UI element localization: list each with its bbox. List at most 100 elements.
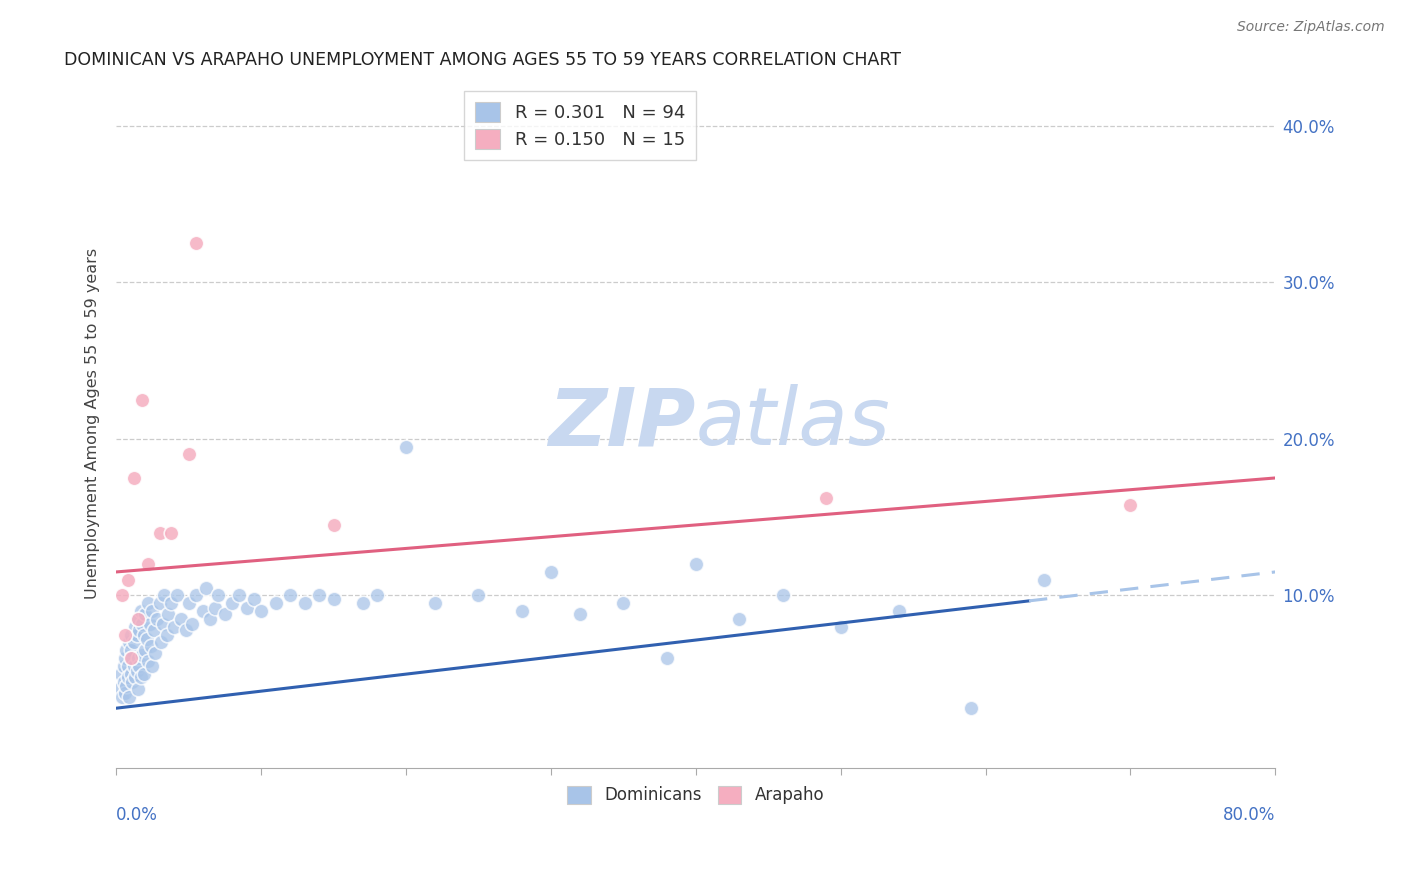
- Point: [568, 607, 591, 622]
- Point: [127, 612, 149, 626]
- Point: [131, 392, 153, 407]
- Point: [135, 632, 157, 647]
- Point: [146, 612, 169, 626]
- Point: [1032, 573, 1054, 587]
- Point: [166, 589, 188, 603]
- Point: [264, 596, 287, 610]
- Point: [110, 666, 132, 681]
- Point: [228, 589, 250, 603]
- Point: [830, 620, 852, 634]
- Point: [163, 620, 186, 634]
- Text: DOMINICAN VS ARAPAHO UNEMPLOYMENT AMONG AGES 55 TO 59 YEARS CORRELATION CHART: DOMINICAN VS ARAPAHO UNEMPLOYMENT AMONG …: [65, 51, 901, 69]
- Point: [184, 235, 207, 250]
- Point: [152, 616, 174, 631]
- Point: [149, 596, 172, 610]
- Point: [134, 607, 156, 622]
- Point: [193, 604, 215, 618]
- Point: [278, 589, 301, 603]
- Point: [170, 612, 193, 626]
- Point: [467, 589, 489, 603]
- Point: [134, 643, 156, 657]
- Point: [131, 648, 153, 662]
- Point: [138, 616, 160, 631]
- Point: [118, 635, 141, 649]
- Point: [120, 666, 142, 681]
- Point: [127, 651, 149, 665]
- Point: [243, 591, 266, 606]
- Point: [180, 616, 202, 631]
- Point: [120, 651, 142, 665]
- Point: [200, 612, 222, 626]
- Point: [132, 627, 155, 641]
- Point: [115, 643, 138, 657]
- Point: [115, 679, 138, 693]
- Point: [322, 517, 344, 532]
- Point: [728, 612, 751, 626]
- Point: [121, 651, 143, 665]
- Point: [125, 664, 148, 678]
- Point: [145, 646, 167, 660]
- Point: [136, 654, 159, 668]
- Point: [177, 447, 200, 461]
- Point: [195, 581, 218, 595]
- Point: [174, 623, 197, 637]
- Point: [772, 589, 794, 603]
- Point: [149, 525, 172, 540]
- Point: [139, 639, 162, 653]
- Point: [221, 596, 243, 610]
- Point: [129, 604, 152, 618]
- Point: [121, 674, 143, 689]
- Point: [142, 623, 165, 637]
- Point: [815, 491, 838, 506]
- Point: [141, 604, 163, 618]
- Point: [122, 635, 145, 649]
- Text: 80.0%: 80.0%: [1223, 805, 1275, 823]
- Point: [120, 627, 142, 641]
- Point: [540, 565, 562, 579]
- Point: [887, 604, 910, 618]
- Point: [136, 557, 159, 571]
- Point: [177, 596, 200, 610]
- Point: [352, 596, 374, 610]
- Legend: Dominicans, Arapaho: Dominicans, Arapaho: [561, 779, 831, 811]
- Point: [184, 589, 207, 603]
- Point: [112, 674, 135, 689]
- Point: [124, 670, 146, 684]
- Point: [118, 690, 141, 705]
- Text: ZIP: ZIP: [548, 384, 696, 462]
- Point: [685, 557, 707, 571]
- Point: [114, 651, 136, 665]
- Point: [322, 591, 344, 606]
- Point: [160, 596, 183, 610]
- Point: [128, 623, 150, 637]
- Point: [423, 596, 446, 610]
- Point: [112, 659, 135, 673]
- Point: [122, 471, 145, 485]
- Point: [207, 589, 229, 603]
- Point: [214, 607, 236, 622]
- Point: [366, 589, 388, 603]
- Point: [124, 620, 146, 634]
- Y-axis label: Unemployment Among Ages 55 to 59 years: Unemployment Among Ages 55 to 59 years: [86, 248, 100, 599]
- Point: [612, 596, 634, 610]
- Point: [129, 670, 152, 684]
- Point: [125, 627, 148, 641]
- Point: [136, 596, 159, 610]
- Point: [127, 612, 149, 626]
- Point: [204, 601, 226, 615]
- Point: [395, 440, 418, 454]
- Point: [153, 589, 176, 603]
- Point: [160, 525, 183, 540]
- Point: [132, 666, 155, 681]
- Point: [157, 607, 180, 622]
- Point: [235, 601, 257, 615]
- Point: [114, 627, 136, 641]
- Point: [111, 589, 134, 603]
- Point: [120, 643, 142, 657]
- Text: atlas: atlas: [696, 384, 890, 462]
- Point: [117, 670, 139, 684]
- Point: [1119, 498, 1142, 512]
- Point: [250, 604, 273, 618]
- Point: [111, 690, 134, 705]
- Point: [294, 596, 316, 610]
